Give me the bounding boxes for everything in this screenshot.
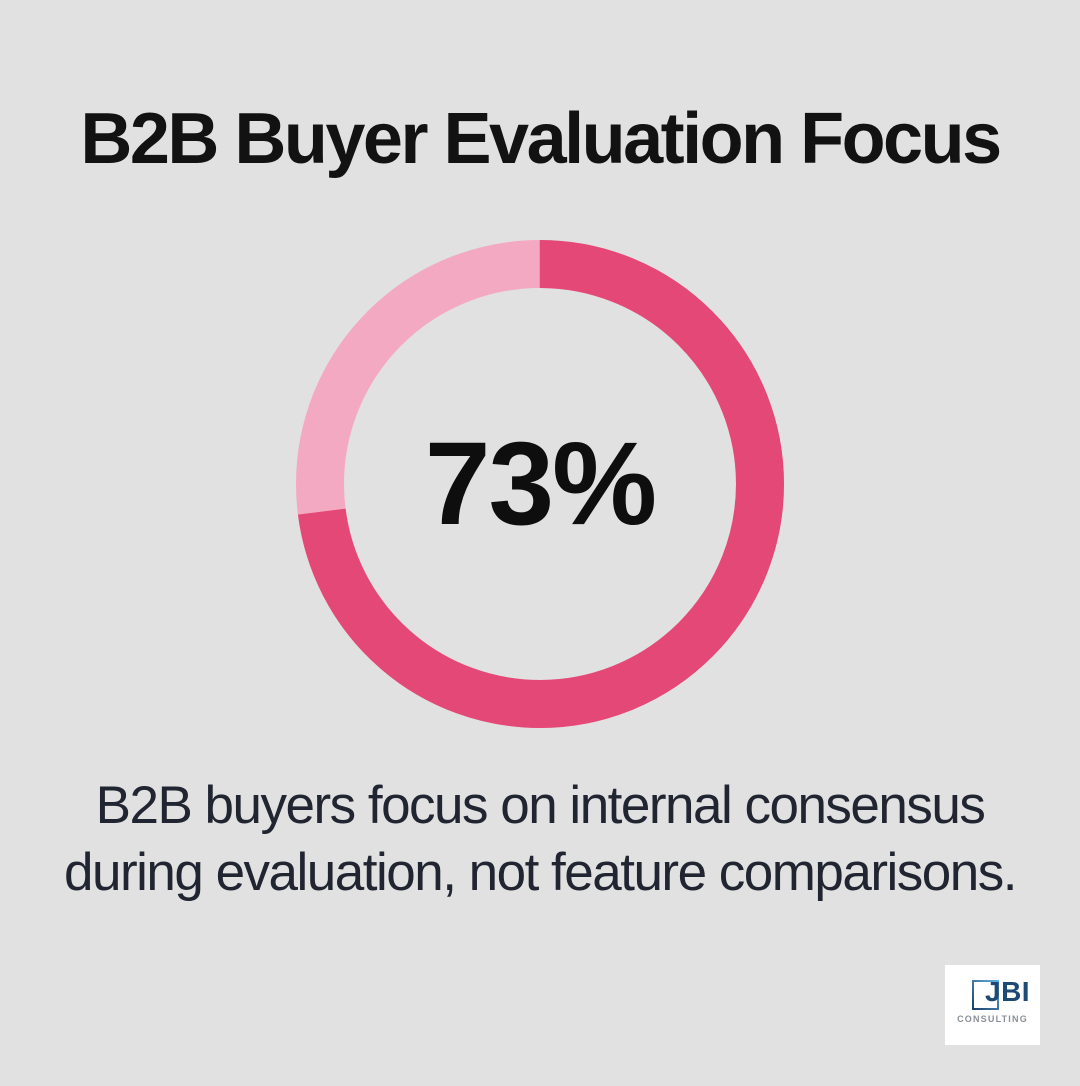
caption-line-1: B2B buyers focus on internal consensus <box>95 776 986 835</box>
donut-center-value: 73% <box>424 418 657 550</box>
donut-chart-svg <box>296 240 784 728</box>
donut-chart: 73% <box>286 230 794 738</box>
caption-text: B2B buyers focus on internal consensus d… <box>0 772 1080 906</box>
logo-square-icon <box>972 980 999 1010</box>
page-title: B2B Buyer Evaluation Focus <box>80 99 1002 179</box>
caption-line-2: during evaluation, not feature compariso… <box>64 843 1017 902</box>
logo-text: JBI <box>985 976 1031 1007</box>
logo-subtext: CONSULTING <box>957 1014 1028 1024</box>
donut-arc <box>296 240 784 728</box>
jbi-consulting-logo: JBI CONSULTING <box>945 965 1040 1045</box>
